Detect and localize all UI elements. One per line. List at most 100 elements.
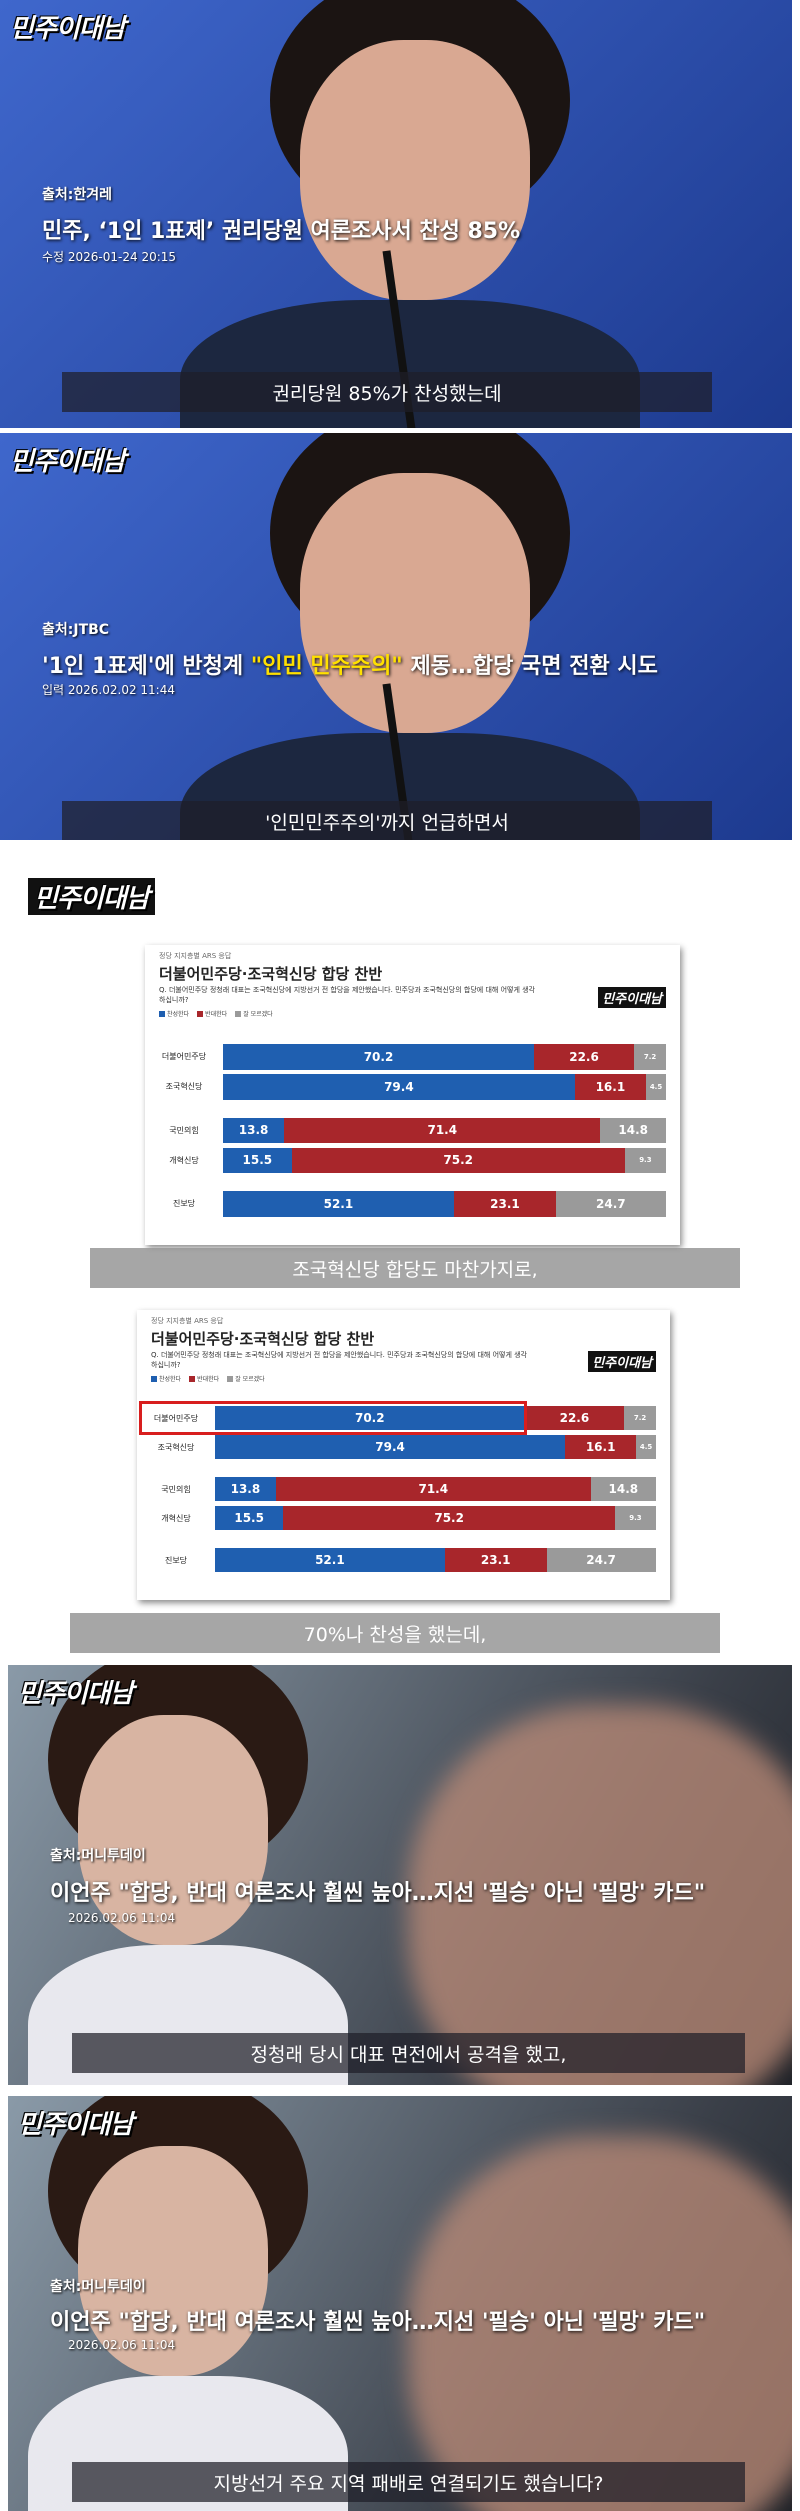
headline-part: 민주, ‘1인 1표제’ 권리당원 여론조사서 찬성 85%	[42, 219, 521, 244]
caption: 조국혁신당 합당도 마찬가지로,	[90, 1248, 740, 1288]
caption: '인민민주주의'까지 언급하면서	[62, 801, 712, 840]
bar-segment: 75.2	[283, 1505, 615, 1531]
bar-segment: 9.3	[614, 1505, 656, 1531]
category-label: 더불어민주당	[153, 1413, 199, 1423]
legend-swatch	[189, 1375, 196, 1382]
caption: 정청래 당시 대표 면전에서 공격을 했고,	[72, 2033, 745, 2073]
bar-segment: 4.5	[646, 1074, 666, 1100]
bar-segment: 23.1	[444, 1547, 547, 1573]
bar-segment: 13.8	[215, 1476, 276, 1502]
legend-label: 찬성한다	[167, 1011, 190, 1018]
chart-title: 더불어민주당·조국혁신당 합당 찬반	[159, 965, 383, 983]
bar-segment: 71.4	[275, 1476, 591, 1502]
category-label: 개혁신당	[161, 1513, 191, 1523]
chart-header: 정당 지지층별 ARS 응답	[151, 1317, 224, 1325]
bar-segment: 16.1	[565, 1434, 637, 1460]
legend-label: 반대한다	[205, 1011, 228, 1018]
category-label: 진보당	[172, 1199, 196, 1209]
legend-item: 잘 모르겠다	[235, 1009, 273, 1018]
logo: 민주이대남	[28, 878, 155, 915]
bar-segment: 7.2	[634, 1044, 666, 1070]
date: 입력 2026.02.02 11:44	[42, 683, 175, 697]
headline-part: '1인 1표제'에 반청계	[42, 654, 251, 679]
question: Q. 더불어민주당 정청래 대표는 조국혁신당에 지방선거 전 합당을 제안했습…	[159, 986, 535, 1004]
caption: 70%나 찬성을 했는데,	[70, 1613, 720, 1653]
legend-swatch	[227, 1375, 234, 1382]
category-label: 조국혁신당	[157, 1442, 195, 1452]
caption: 지방선거 주요 지역 패배로 연결되기도 했습니다?	[72, 2462, 745, 2502]
source: 출처:머니투데이	[50, 1848, 146, 1864]
person-face	[78, 2146, 268, 2376]
logo: 민주이대남	[10, 447, 126, 477]
category-label: 조국혁신당	[165, 1082, 203, 1092]
legend-label: 잘 모르겠다	[235, 1376, 265, 1383]
chart-title: 더불어민주당·조국혁신당 합당 찬반	[151, 1330, 375, 1348]
bar-segment: 22.6	[533, 1044, 635, 1070]
legend-label: 반대한다	[197, 1376, 220, 1383]
chart-logo: 민주이대남	[588, 1350, 656, 1372]
bar-segment: 70.2	[215, 1405, 525, 1431]
headline-part: 이언주 "합당, 반대 여론조사 훨씬 높아…지선 '필승' 아닌 '필망' 카…	[50, 2310, 706, 2335]
bar-segment: 9.3	[624, 1147, 666, 1173]
date: 수정 2026-01-24 20:15	[42, 250, 177, 264]
logo: 민주이대남	[18, 2110, 134, 2140]
legend-label: 찬성한다	[159, 1376, 182, 1383]
legend: 찬성한다 반대한다 잘 모르겠다	[151, 1374, 265, 1383]
logo: 민주이대남	[18, 1679, 134, 1709]
bar-segment: 71.4	[284, 1117, 601, 1143]
bar-segment: 22.6	[524, 1405, 625, 1431]
bar-segment: 79.4	[223, 1074, 575, 1100]
person-blur	[408, 2136, 792, 2511]
legend-item: 찬성한다	[159, 1009, 189, 1018]
bar-segment: 14.8	[590, 1476, 656, 1502]
source: 출처:JTBC	[42, 622, 110, 638]
legend-swatch	[235, 1010, 242, 1017]
chart-logo: 민주이대남	[598, 987, 666, 1008]
legend-item: 반대한다	[197, 1009, 227, 1018]
highlight-box	[139, 1400, 527, 1436]
legend-label: 잘 모르겠다	[243, 1011, 273, 1018]
person-face	[300, 473, 530, 733]
bar-segment: 75.2	[291, 1147, 625, 1173]
person-face	[300, 40, 530, 300]
legend-item: 찬성한다	[151, 1374, 181, 1383]
bar-segment: 16.1	[574, 1074, 647, 1100]
legend-swatch	[159, 1010, 165, 1017]
bar-segment: 13.8	[223, 1117, 285, 1143]
legend-swatch	[197, 1010, 204, 1017]
headline: 이언주 "합당, 반대 여론조사 훨씬 높아…지선 '필승' 아닌 '필망' 카…	[50, 2304, 705, 2336]
legend-swatch	[151, 1375, 157, 1382]
headline: 이언주 "합당, 반대 여론조사 훨씬 높아…지선 '필승' 아닌 '필망' 카…	[50, 1875, 705, 1907]
logo: 민주이대남	[10, 14, 126, 44]
category-label: 진보당	[164, 1555, 188, 1565]
bar-segment: 79.4	[215, 1434, 566, 1460]
headline-part: "인민 민주주의"	[250, 654, 403, 679]
source: 출처:한겨레	[42, 187, 112, 203]
bar-segment: 24.7	[556, 1191, 666, 1217]
bar-segment: 70.2	[223, 1044, 534, 1070]
legend: 찬성한다 반대한다 잘 모르겠다	[159, 1009, 273, 1018]
bar-segment: 23.1	[453, 1191, 557, 1217]
bar-segment: 52.1	[223, 1191, 454, 1217]
bar-segment: 52.1	[215, 1547, 445, 1573]
headline-part: 제동…합당 국면 전환 시도	[402, 654, 658, 679]
caption: 권리당원 85%가 찬성했는데	[62, 372, 712, 412]
bar-segment: 14.8	[600, 1117, 666, 1143]
bar-segment: 24.7	[546, 1547, 656, 1573]
bar-segment: 15.5	[223, 1147, 292, 1173]
person-blur	[408, 1705, 792, 2085]
headline-part: 이언주 "합당, 반대 여론조사 훨씬 높아…지선 '필승' 아닌 '필망' 카…	[50, 1881, 706, 1906]
category-label: 더불어민주당	[161, 1052, 207, 1062]
category-label: 국민의힘	[169, 1125, 199, 1135]
person-face	[78, 1715, 268, 1945]
bar-segment: 7.2	[624, 1405, 656, 1431]
category-label: 국민의힘	[161, 1484, 191, 1494]
legend-item: 반대한다	[189, 1374, 219, 1383]
source: 출처:머니투데이	[50, 2279, 146, 2295]
chart-header: 정당 지지층별 ARS 응답	[159, 952, 232, 960]
